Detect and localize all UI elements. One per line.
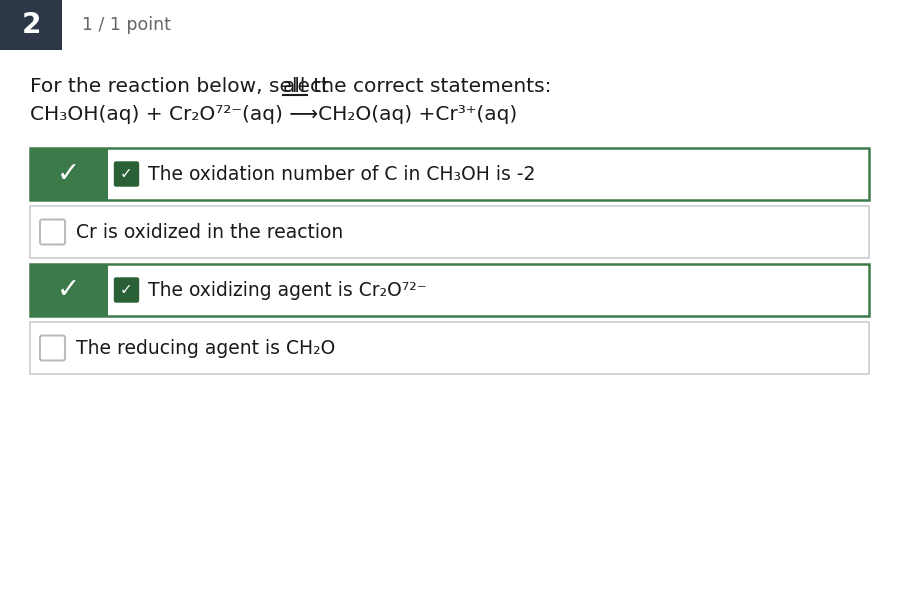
FancyBboxPatch shape [40, 335, 65, 361]
Text: ✓: ✓ [120, 166, 133, 182]
FancyBboxPatch shape [40, 219, 65, 245]
Text: The oxidizing agent is Cr₂O⁷²⁻: The oxidizing agent is Cr₂O⁷²⁻ [148, 280, 427, 300]
Text: 1 / 1 point: 1 / 1 point [82, 16, 171, 34]
FancyBboxPatch shape [108, 264, 869, 316]
FancyBboxPatch shape [30, 322, 869, 374]
FancyBboxPatch shape [114, 278, 138, 302]
FancyBboxPatch shape [30, 264, 108, 316]
FancyBboxPatch shape [0, 0, 62, 50]
FancyBboxPatch shape [30, 206, 869, 258]
Text: For the reaction below, select: For the reaction below, select [30, 77, 335, 96]
Text: the correct statements:: the correct statements: [307, 77, 552, 96]
Text: ✓: ✓ [57, 160, 80, 188]
Text: 2: 2 [22, 11, 40, 39]
Text: ✓: ✓ [57, 276, 80, 304]
Text: CH₃OH(aq) + Cr₂O⁷²⁻(aq) ⟶CH₂O(aq) +Cr³⁺(aq): CH₃OH(aq) + Cr₂O⁷²⁻(aq) ⟶CH₂O(aq) +Cr³⁺(… [30, 105, 517, 124]
Text: ✓: ✓ [120, 282, 133, 297]
Text: all: all [282, 77, 306, 96]
Text: Cr is oxidized in the reaction: Cr is oxidized in the reaction [76, 222, 343, 242]
Text: The oxidation number of C in CH₃OH is -2: The oxidation number of C in CH₃OH is -2 [148, 164, 536, 184]
Text: The reducing agent is CH₂O: The reducing agent is CH₂O [76, 338, 335, 358]
FancyBboxPatch shape [114, 162, 138, 186]
FancyBboxPatch shape [108, 148, 869, 200]
FancyBboxPatch shape [30, 148, 108, 200]
